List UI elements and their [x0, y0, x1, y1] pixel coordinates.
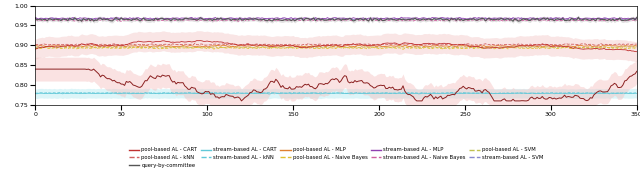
Legend: pool-based AL - CART, pool-based AL - kNN, query-by-committee, stream-based AL -: pool-based AL - CART, pool-based AL - kN…	[127, 145, 545, 170]
